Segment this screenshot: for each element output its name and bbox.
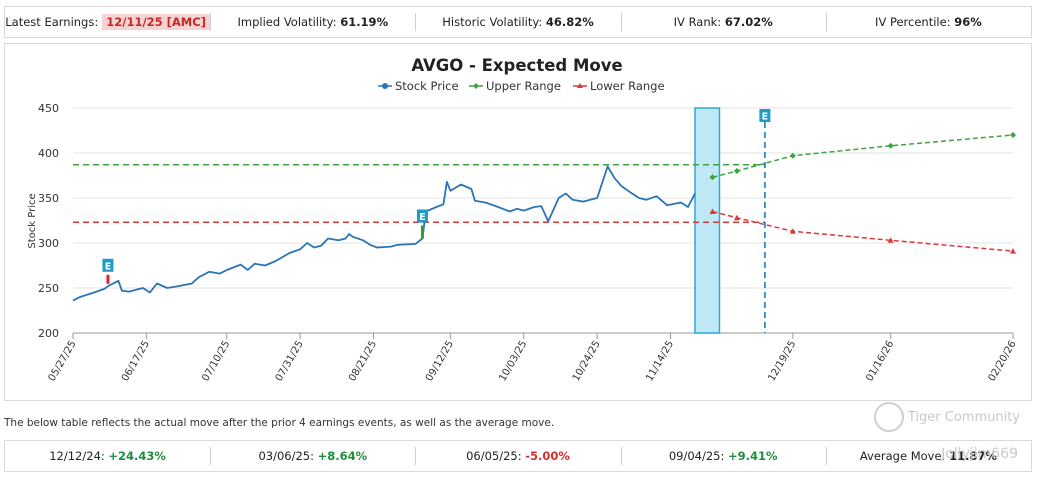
upper-range-point [887,142,894,149]
x-tick-label: 08/21/25 [347,339,379,383]
earnings-moves-bar: 12/12/24: +24.43% 03/06/25: +8.64% 06/05… [4,440,1032,472]
legend-swatch-marker [473,83,479,89]
iv-rank: IV Rank: 67.02% [620,13,826,31]
y-tick-label: 400 [38,147,59,160]
tiger-logo-icon [873,402,904,432]
x-tick-label: 09/12/25 [424,339,456,383]
move-cell-2: 03/06/25: +8.64% [210,447,415,465]
average-move-cell: Average Move: 11.87% [825,447,1031,465]
chart-legend[interactable]: Stock Price Upper Range Lower Range [378,79,665,93]
move-cell-1: 12/12/24: +24.43% [49,449,166,463]
legend-swatch-marker [382,83,388,89]
table-note: The below table reflects the actual move… [4,417,555,429]
x-tick-label: 11/14/25 [644,339,676,383]
lower-range-point [733,214,740,221]
upper-range-point [1010,132,1016,138]
legend-item-stock-price[interactable]: Stock Price [378,79,459,93]
y-tick-label: 450 [38,102,59,115]
upper-range-point [789,152,796,159]
move-cell-4: 09/04/25: +9.41% [620,447,826,465]
earnings-e-badge [416,209,428,223]
implied-volatility: Implied Volatility: 61.19% [210,13,415,31]
chart-container: AVGO - Expected Move Stock Price Upper Ra… [4,43,1032,401]
latest-earnings: Latest Earnings: 12/11/25 [AMC] [5,14,210,30]
legend-item-lower-range[interactable]: Lower Range [573,79,665,93]
upper-range-point [709,174,716,181]
x-tick-label: 10/24/25 [571,339,603,383]
y-tick-label: 350 [38,192,59,205]
earnings-e-badge [102,258,114,272]
y-axis-label: Stock Price [27,193,38,248]
series-line-lower-range [712,210,1014,252]
stats-bar: Latest Earnings: 12/11/25 [AMC] Implied V… [4,6,1032,38]
chart-title: AVGO - Expected Move [411,56,622,75]
x-tick-label: 07/10/25 [200,339,232,383]
legend-label: Stock Price [395,79,459,93]
earnings-e-badge [759,109,771,122]
earnings-e-label: E [762,112,769,123]
earnings-e-label: E [105,261,112,272]
y-tick-label: 200 [38,327,59,340]
lower-range-point [789,228,796,234]
x-tick-label: 12/19/25 [766,339,798,383]
x-tick-label: 06/17/25 [120,339,152,383]
series-line-upper-range [712,134,1014,179]
legend-label: Lower Range [590,79,665,93]
earnings-window-band [694,107,721,334]
upper-range-point [733,168,740,174]
watermark-brand: Tiger Community [873,402,1020,432]
earnings-date-badge: 12/11/25 [AMC] [102,14,210,30]
x-tick-label: 07/31/25 [274,339,306,383]
move-cell-3: 06/05/25: -5.00% [415,447,620,465]
iv-percentile: IV Percentile: 96% [825,13,1031,31]
x-tick-label: 10/03/25 [497,339,529,383]
lower-range-point [709,208,716,214]
lower-range-point [1010,248,1016,254]
legend-label: Upper Range [486,79,561,93]
series-line-stock-price [72,165,696,302]
lower-range-point [887,237,894,243]
watermark-user: Jollyjim669 [941,446,1018,462]
y-tick-label: 300 [38,237,59,250]
legend-item-upper-range[interactable]: Upper Range [469,79,561,93]
x-tick-label: 05/27/25 [47,339,79,383]
x-tick-label: 02/20/26 [987,339,1019,383]
y-tick-label: 250 [38,282,59,295]
earnings-e-label: E [419,212,426,223]
x-tick-label: 01/16/26 [864,339,896,383]
historic-volatility: Historic Volatility: 46.82% [415,13,620,31]
legend-swatch-marker [577,83,583,88]
